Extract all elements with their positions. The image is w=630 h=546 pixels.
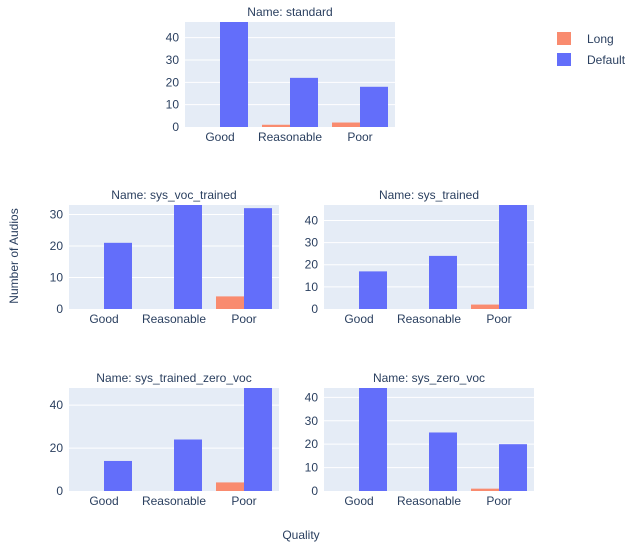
y-tick-label: 0 [311,484,318,498]
y-tick-label: 40 [305,213,319,227]
x-tick-label: Good [89,494,118,508]
bar-default-good[interactable] [104,242,132,309]
bar-long-poor[interactable] [216,482,244,491]
subplot-title: Name: sys_voc_trained [111,188,236,202]
y-tick-label: 10 [50,270,64,284]
bar-default-poor[interactable] [499,444,527,491]
y-axis-title: Number of Audios [7,208,21,303]
x-tick-label: Reasonable [397,494,461,508]
x-tick-label: Reasonable [142,312,206,326]
bar-default-poor[interactable] [244,208,272,309]
y-tick-label: 40 [166,31,180,45]
bar-long-poor[interactable] [216,296,244,309]
bar-long-poor[interactable] [332,122,360,127]
legend-label-default[interactable]: Default [587,53,626,67]
subplot-3: 0 20 40 Good Reasonable Poor Name: sys_trained… [50,371,279,508]
y-tick-label: 40 [50,398,64,412]
x-tick-label: Good [344,494,373,508]
y-tick-label: 0 [56,484,63,498]
bar-default-reasonable[interactable] [429,255,457,309]
subplot-4: 0 10 20 30 40 Good Reasonable Poor Name: sys_zer… [305,371,534,508]
legend-swatch-default[interactable] [557,53,571,66]
bar-default-reasonable[interactable] [429,432,457,491]
y-tick-label: 10 [166,98,180,112]
legend-swatch-long[interactable] [557,32,571,45]
bar-default-good[interactable] [359,271,387,309]
legend[interactable]: Long Default [557,32,626,67]
x-tick-label: Reasonable [142,494,206,508]
subplot-title: Name: sys_trained_zero_voc [96,371,251,385]
bar-default-reasonable[interactable] [174,205,202,309]
y-tick-label: 0 [172,120,179,134]
bar-default-reasonable[interactable] [174,439,202,492]
subplot-title: Name: sys_trained [379,188,479,202]
x-tick-label: Poor [231,494,256,508]
y-tick-label: 0 [311,302,318,316]
subplot-0: 0 10 20 30 40 Good Reasonable Poor Name: standar… [166,5,395,144]
subplots: 0 10 20 30 40 Good Reasonable Poor Name: standar… [50,5,534,508]
y-tick-label: 30 [305,414,319,428]
bar-default-poor[interactable] [244,388,272,491]
subplot-2: 0 10 20 30 40 Good Reasonable Poor Name: sys_tra… [305,188,534,326]
y-tick-label: 0 [56,302,63,316]
x-tick-label: Poor [231,312,256,326]
y-tick-label: 20 [305,258,319,272]
y-tick-label: 20 [166,75,180,89]
subplot-title: Name: standard [247,5,332,19]
bar-default-poor[interactable] [360,86,388,127]
y-tick-label: 20 [50,441,64,455]
legend-label-long[interactable]: Long [587,32,614,46]
x-tick-label: Good [89,312,118,326]
x-tick-label: Poor [347,130,372,144]
x-tick-label: Good [344,312,373,326]
subplot-title: Name: sys_zero_voc [373,371,485,385]
y-tick-label: 20 [50,239,64,253]
y-tick-label: 10 [305,280,319,294]
subplot-1: 0 10 20 30 Good Reasonable Poor Name: sys_voc_t… [50,188,279,326]
y-tick-label: 10 [305,461,319,475]
y-tick-label: 40 [305,390,319,404]
y-tick-label: 30 [50,207,64,221]
y-tick-label: 30 [305,236,319,250]
x-tick-label: Poor [486,312,511,326]
x-tick-label: Reasonable [397,312,461,326]
bar-default-good[interactable] [359,388,387,491]
x-axis-title: Quality [282,528,319,542]
bar-long-reasonable[interactable] [262,124,290,127]
y-tick-label: 20 [305,437,319,451]
bar-default-reasonable[interactable] [290,77,318,127]
bar-long-poor[interactable] [471,488,499,491]
y-tick-label: 30 [166,53,180,67]
bar-default-poor[interactable] [499,205,527,309]
bar-default-good[interactable] [104,460,132,491]
x-tick-label: Reasonable [258,130,322,144]
x-tick-label: Good [205,130,234,144]
x-tick-label: Poor [486,494,511,508]
bar-long-poor[interactable] [471,304,499,309]
bar-default-good[interactable] [220,22,248,127]
